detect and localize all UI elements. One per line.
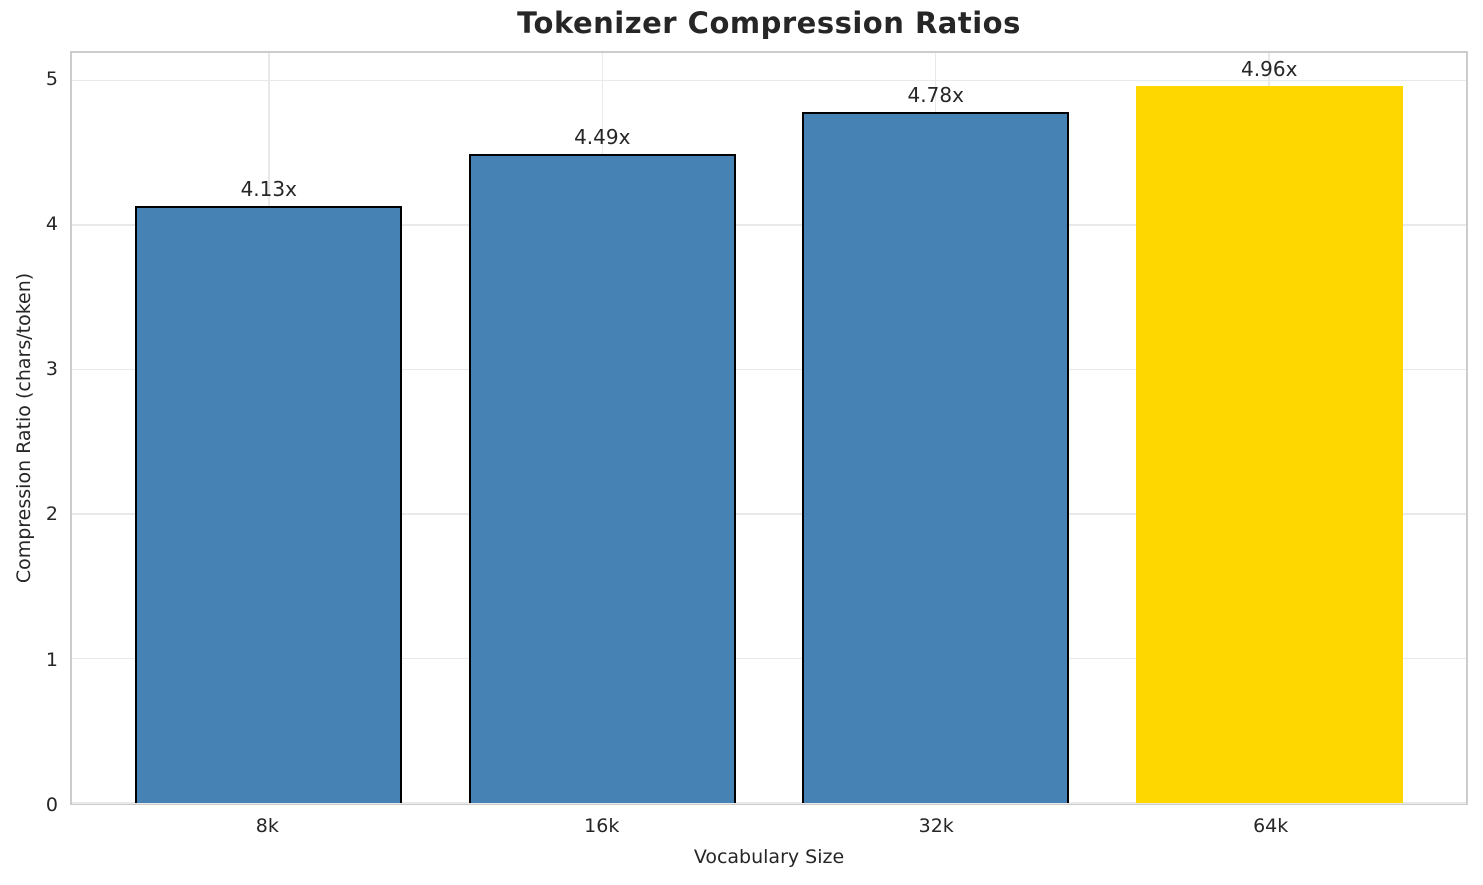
bar-value-label: 4.49x bbox=[574, 125, 631, 150]
gridline-horizontal bbox=[72, 224, 1466, 226]
chart-title: Tokenizer Compression Ratios bbox=[517, 6, 1021, 40]
bar-value-label: 4.96x bbox=[1241, 57, 1298, 82]
y-tick-label: 3 bbox=[45, 358, 58, 381]
x-tick-label: 8k bbox=[255, 815, 279, 837]
gridline-horizontal bbox=[72, 657, 1466, 660]
y-axis-label: Compression Ratio (chars/token) bbox=[13, 272, 35, 584]
y-tick-label: 2 bbox=[45, 503, 58, 526]
y-tick-label: 4 bbox=[45, 212, 58, 235]
plot-area: 4.13x 4.49x 4.78x 4.96x bbox=[70, 51, 1468, 805]
y-tick-label: 1 bbox=[45, 648, 58, 671]
gridline-horizontal bbox=[72, 802, 1466, 804]
bar-value-label: 4.78x bbox=[907, 83, 964, 108]
gridline-horizontal bbox=[72, 79, 1466, 82]
gridline-horizontal bbox=[72, 368, 1466, 371]
gridline-horizontal bbox=[72, 513, 1466, 515]
y-tick-label: 5 bbox=[45, 67, 58, 90]
bar-value-label: 4.13x bbox=[240, 177, 297, 202]
y-tick-label: 0 bbox=[45, 794, 58, 816]
bar-64k bbox=[1135, 86, 1403, 803]
x-axis-label: Vocabulary Size bbox=[693, 846, 845, 868]
bar-16k bbox=[468, 154, 736, 803]
bar-32k bbox=[802, 112, 1070, 803]
x-tick-label: 32k bbox=[918, 815, 954, 837]
bar-8k bbox=[135, 206, 403, 803]
x-tick-label: 64k bbox=[1253, 815, 1289, 837]
x-tick-label: 16k bbox=[584, 815, 620, 837]
